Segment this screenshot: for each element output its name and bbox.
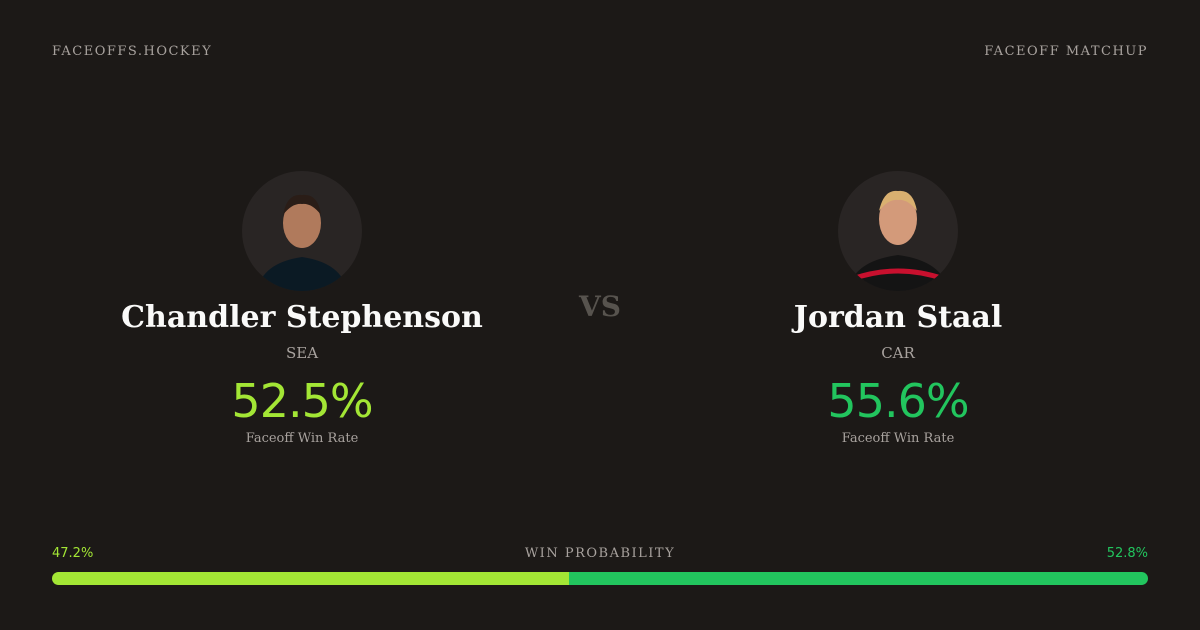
probability-title: WIN PROBABILITY xyxy=(524,546,676,561)
player-name: Chandler Stephenson xyxy=(121,300,483,335)
vs-label: VS xyxy=(579,290,621,323)
win-rate-label: Faceoff Win Rate xyxy=(841,431,955,446)
player-name: Jordan Staal xyxy=(793,300,1003,335)
page-label: FACEOFF MATCHUP xyxy=(984,44,1148,59)
probability-left-label: 47.2% xyxy=(52,546,94,561)
avatar-figure xyxy=(257,194,347,291)
player-win-rate: 52.5% xyxy=(231,374,373,428)
player-avatar xyxy=(838,171,958,291)
probability-bar xyxy=(52,572,1148,585)
site-name: FACEOFFS.HOCKEY xyxy=(52,44,213,59)
player-win-rate: 55.6% xyxy=(827,374,969,428)
player-team: CAR xyxy=(881,344,915,362)
probability-right-label: 52.8% xyxy=(1106,546,1148,561)
probability-segment xyxy=(52,572,570,585)
avatar-figure xyxy=(848,190,948,291)
player-team: SEA xyxy=(285,344,319,362)
player-avatar xyxy=(242,171,362,291)
probability-segment xyxy=(569,572,1148,585)
win-rate-label: Faceoff Win Rate xyxy=(245,431,359,446)
